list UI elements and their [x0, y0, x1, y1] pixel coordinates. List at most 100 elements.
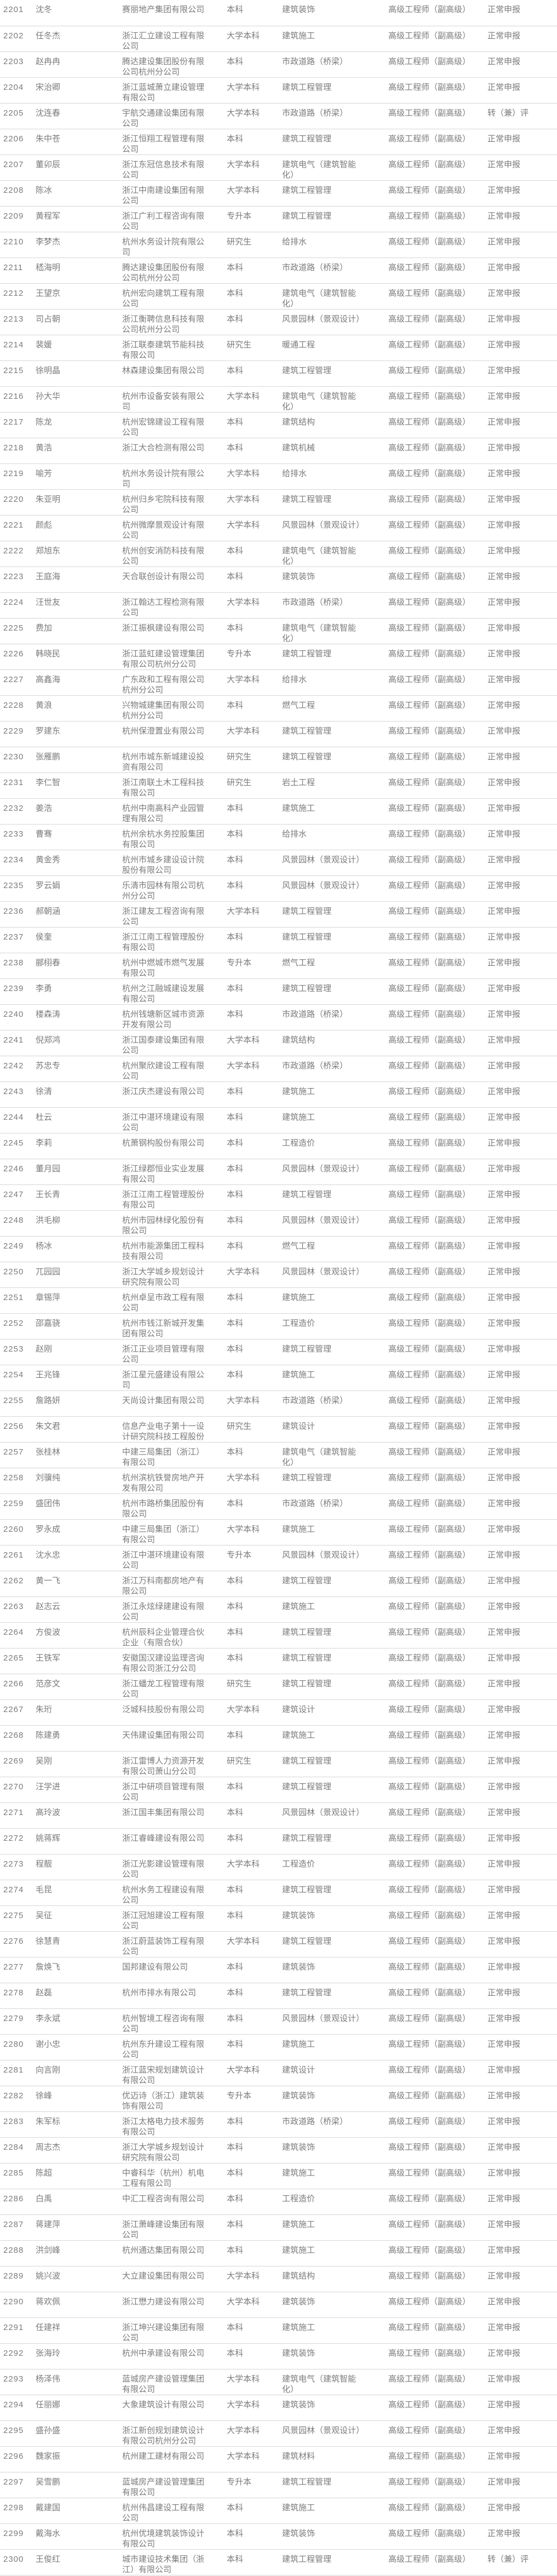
cell-major: 燃气工程 — [282, 1241, 315, 1251]
cell-status: 正常申报 — [487, 752, 521, 762]
cell-education: 本科 — [227, 2142, 244, 2152]
cell-company: 腾达建设集团股份有限公司杭州分公司 — [122, 56, 205, 77]
cell-seq: 2225 — [3, 623, 24, 633]
cell-status: 正常申报 — [487, 1035, 521, 1045]
cell-seq: 2284 — [3, 2142, 24, 2152]
cell-major: 建筑施工 — [282, 1112, 315, 1122]
cell-major: 建筑工程管理 — [282, 1988, 332, 1997]
cell-name: 姚蒋辉 — [36, 1833, 61, 1843]
cell-seq: 2213 — [3, 314, 24, 324]
cell-name: 戴建国 — [36, 2503, 61, 2512]
cell-seq: 2231 — [3, 777, 24, 787]
cell-name: 王铁军 — [36, 1653, 61, 1663]
cell-company: 杭州市园林绿化股份有限公司 — [122, 1215, 205, 1235]
cell-name: 吴征 — [36, 1910, 53, 1920]
table-row: 2213 司占朝 浙江衡聘信息科技有限公司杭州分公司 本科 风景园林（景观设计） 高级工程… — [0, 309, 557, 335]
cell-status: 正常申报 — [487, 2013, 521, 2023]
cell-company: 大立建设集团有限公司 — [122, 2271, 205, 2281]
cell-name: 赵刚 — [36, 1344, 53, 1354]
cell-status: 正常申报 — [487, 185, 521, 195]
cell-education: 本科 — [227, 1112, 244, 1122]
cell-seq: 2227 — [3, 674, 24, 684]
cell-major: 给排水 — [282, 674, 307, 684]
cell-title: 高级工程师（副高级） — [388, 2297, 471, 2306]
cell-education: 本科 — [227, 2219, 244, 2229]
cell-seq: 2212 — [3, 288, 24, 298]
table-row: 2223 王庭海 天合联创设计有限公司 本科 建筑装饰 高级工程师（副高级） 正常申报 — [0, 566, 557, 592]
cell-company: 浙江大学城乡规划设计研究院有限公司 — [122, 1267, 205, 1287]
cell-seq: 2226 — [3, 649, 24, 659]
cell-company: 浙江大合检测有限公司 — [122, 443, 205, 453]
cell-major: 建筑工程管理 — [282, 1756, 332, 1766]
cell-name: 董卯辰 — [36, 159, 61, 169]
cell-title: 高级工程师（副高级） — [388, 2348, 471, 2358]
cell-title: 高级工程师（副高级） — [388, 1885, 471, 1894]
cell-company: 浙江国丰集团有限公司 — [122, 1807, 205, 1817]
cell-title: 高级工程师（副高级） — [388, 1807, 471, 1817]
cell-company: 浙江中南建设集团有限公司 — [122, 185, 205, 205]
cell-company: 浙江汇立建设工程有限公司 — [122, 31, 205, 51]
cell-title: 高级工程师（副高级） — [388, 1988, 471, 1997]
table-row: 2262 黄一飞 浙江万科南都房地产有限公司 本科 建筑工程管理 高级工程师（副高级） 正常… — [0, 1571, 557, 1596]
cell-seq: 2252 — [3, 1318, 24, 1328]
cell-company: 浙江萧峰建设集团有限公司 — [122, 2219, 205, 2240]
table-row: 2267 朱珩 泛城科技股份有限公司 大学本科 建筑设计 高级工程师（副高级） 正常申报 — [0, 1699, 557, 1725]
table-row: 2287 蒋建萍 浙江萧峰建设集团有限公司 本科 建筑施工 高级工程师（副高级） 正常申报 — [0, 2214, 557, 2240]
cell-name: 郦栩春 — [36, 958, 61, 968]
cell-title: 高级工程师（副高级） — [388, 1189, 471, 1199]
cell-seq: 2254 — [3, 1370, 24, 1379]
cell-major: 建筑装饰 — [282, 2348, 315, 2358]
cell-seq: 2275 — [3, 1910, 24, 1920]
table-row: 2231 李仁智 浙江南联土木工程科技有限公司 研究生 岩土工程 高级工程师（副高级） 正常… — [0, 772, 557, 798]
cell-seq: 2279 — [3, 2013, 24, 2023]
cell-seq: 2274 — [3, 1885, 24, 1894]
cell-company: 中睿科华（杭州）机电工程有限公司 — [122, 2168, 205, 2188]
cell-major: 建筑结构 — [282, 417, 315, 427]
cell-seq: 2236 — [3, 906, 24, 916]
table-row: 2292 张海玲 杭州中承建设有限公司 本科 建筑装饰 高级工程师（副高级） 正常申报 — [0, 2343, 557, 2369]
cell-status: 正常申报 — [487, 1241, 521, 1251]
cell-title: 高级工程师（副高级） — [388, 31, 471, 41]
cell-education: 大学本科 — [227, 2425, 260, 2435]
cell-title: 高级工程师（副高级） — [388, 880, 471, 890]
table-row: 2294 任丽娜 大象建筑设计有限公司 大学本科 建筑装饰 高级工程师（副高级） 正常申报 — [0, 2395, 557, 2420]
cell-status: 正常申报 — [487, 134, 521, 144]
cell-title: 高级工程师（副高级） — [388, 185, 471, 195]
cell-company: 浙江庆杰建设有限公司 — [122, 1086, 205, 1096]
cell-education: 本科 — [227, 623, 244, 633]
cell-company: 杭州归乡宅院科技有限公司 — [122, 494, 205, 514]
cell-title: 高级工程师（副高级） — [388, 2168, 471, 2178]
cell-seq: 2248 — [3, 1215, 24, 1225]
cell-major: 建筑工程管理 — [282, 649, 332, 659]
cell-major: 建筑工程管理 — [282, 2554, 332, 2564]
cell-title: 高级工程师（副高级） — [388, 314, 471, 324]
cell-major: 建筑施工 — [282, 803, 315, 813]
cell-education: 本科 — [227, 1498, 244, 1508]
cell-major: 建筑工程管理 — [282, 82, 332, 92]
cell-company: 浙江坤兴建设集团有限公司 — [122, 2322, 205, 2343]
cell-title: 高级工程师（副高级） — [388, 1086, 471, 1096]
cell-seq: 2204 — [3, 82, 24, 92]
cell-company: 浙江新创规划建筑设计有限公司杭州分公司 — [122, 2425, 205, 2446]
table-row: 2285 陈超 中睿科华（杭州）机电工程有限公司 本科 建筑施工 高级工程师（副高级） 正常… — [0, 2163, 557, 2189]
cell-name: 黄金秀 — [36, 855, 61, 865]
cell-seq: 2221 — [3, 520, 24, 530]
table-row: 2226 韩晓民 浙江蓝虹建设管理集团有限公司杭州分公司 专升本 建筑工程管理 高级工程师… — [0, 644, 557, 669]
cell-status: 正常申报 — [487, 932, 521, 942]
cell-major: 市政道路（桥梁） — [282, 1498, 348, 1508]
cell-title: 高级工程师（副高级） — [388, 1267, 471, 1276]
cell-major: 建筑施工 — [282, 1524, 315, 1534]
cell-title: 高级工程师（副高级） — [388, 726, 471, 736]
table-row: 2297 吴雪鹏 蓝城房产建设管理集团有限公司 专升本 建筑工程管理 高级工程师（副高级）… — [0, 2472, 557, 2498]
table-row: 2300 王俊红 城市建设技术集团（浙江）有限公司 本科 建筑工程管理 高级工程师（副高级… — [0, 2549, 557, 2575]
cell-education: 本科 — [227, 1189, 244, 1199]
cell-education: 本科 — [227, 1807, 244, 1817]
cell-education: 本科 — [227, 1164, 244, 1173]
cell-title: 高级工程师（副高级） — [388, 1061, 471, 1071]
cell-education: 大学本科 — [227, 1524, 260, 1534]
cell-education: 大学本科 — [227, 1704, 260, 1714]
cell-major: 建筑工程管理 — [282, 1344, 332, 1354]
cell-education: 本科 — [227, 1988, 244, 1997]
cell-name: 王俊红 — [36, 2554, 61, 2564]
cell-title: 高级工程师（副高级） — [388, 2142, 471, 2152]
